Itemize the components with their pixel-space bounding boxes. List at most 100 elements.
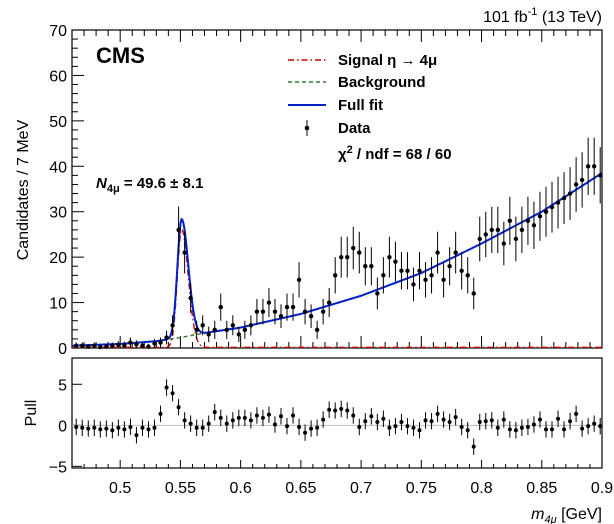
data-point [248, 323, 254, 328]
pull-plot-frame [71, 357, 603, 469]
data-point [320, 309, 326, 314]
x-tick-label: 0.65 [285, 480, 316, 497]
data-point [345, 254, 350, 260]
data-point [230, 323, 236, 328]
pull-point [291, 413, 296, 418]
data-point [351, 245, 356, 251]
data-point [326, 300, 332, 305]
pull-point [80, 425, 85, 430]
data-point [146, 344, 151, 349]
data-point [429, 273, 434, 278]
pull-y-axis-label: Pull [23, 400, 40, 427]
pull-point [459, 424, 464, 429]
data-point [92, 343, 97, 348]
pull-point [152, 425, 157, 430]
data-point [507, 218, 513, 223]
legend: Signal η → 4μ Background Full fit Data χ… [288, 52, 452, 163]
pull-point [92, 425, 97, 430]
pull-point [423, 418, 428, 423]
pull-data-points [74, 379, 603, 455]
pull-point [507, 427, 512, 432]
data-point [164, 335, 169, 340]
main-y-tick-label: 40 [49, 159, 67, 176]
pull-point [580, 426, 585, 431]
pull-point [501, 417, 506, 422]
pull-point [110, 428, 115, 433]
pull-point [525, 424, 530, 429]
pull-point [381, 416, 386, 421]
x-tick-label: 0.9 [591, 480, 613, 497]
data-point [441, 277, 446, 283]
data-point [495, 227, 501, 233]
data-point [447, 264, 452, 269]
data-point [405, 268, 410, 273]
pull-point [134, 433, 139, 438]
data-point [369, 264, 374, 269]
x-tick-label: 0.6 [230, 480, 252, 497]
x-tick-label: 0.55 [165, 480, 196, 497]
data-point [182, 250, 187, 255]
data-point [98, 344, 103, 350]
pull-point [303, 430, 308, 435]
pull-point [339, 406, 344, 411]
pull-point [387, 425, 392, 430]
main-y-tick-label: 30 [49, 205, 67, 222]
data-point [200, 323, 205, 328]
pull-point [104, 426, 109, 431]
pull-point [465, 428, 470, 433]
data-point [591, 164, 597, 169]
pull-point [562, 427, 567, 432]
pull-point [550, 427, 555, 432]
pull-point [176, 405, 181, 410]
lumi-label: 101 fb-1 (13 TeV) [483, 6, 602, 26]
pull-point [74, 424, 79, 429]
data-point [224, 327, 229, 333]
data-point [531, 223, 537, 228]
pull-point [158, 411, 163, 416]
pull-point [471, 444, 476, 449]
data-point [278, 314, 284, 319]
pull-point [333, 408, 338, 413]
pull-point [230, 418, 235, 423]
data-point [188, 295, 193, 301]
pull-point [574, 411, 579, 416]
data-point [254, 309, 260, 314]
pull-point [248, 418, 253, 423]
data-point [585, 164, 591, 169]
pull-point [405, 424, 410, 429]
pull-point [411, 425, 416, 430]
pull-point [327, 407, 332, 412]
pull-point [164, 385, 169, 390]
pull-point [321, 417, 326, 422]
pull-point [429, 419, 434, 424]
data-point [459, 268, 464, 273]
legend-background-label: Background [338, 74, 426, 91]
data-point [296, 277, 302, 283]
data-point [116, 342, 121, 348]
pull-point [592, 421, 597, 426]
pull-y-tick-label: 5 [58, 377, 67, 394]
data-point [549, 204, 555, 210]
pull-point [266, 412, 271, 417]
data-point [537, 214, 543, 219]
pull-point [543, 427, 548, 432]
data-point [375, 291, 380, 296]
x-tick-label: 0.5 [109, 480, 131, 497]
pull-point [435, 411, 440, 416]
data-point [314, 327, 320, 333]
pull-point [489, 418, 494, 423]
x-tick-label: 0.75 [406, 480, 437, 497]
pull-point [218, 415, 223, 420]
data-point [579, 177, 585, 183]
main-y-axis-label: Candidates / 7 MeV [15, 119, 32, 260]
data-point [477, 236, 482, 242]
pull-point [272, 422, 277, 427]
data-point [393, 259, 398, 264]
data-point [417, 268, 422, 273]
pull-point [170, 391, 175, 396]
pull-point [212, 410, 217, 415]
pull-point [194, 425, 199, 430]
legend-signal-label: Signal η → 4μ [338, 52, 437, 69]
pull-point [598, 424, 603, 429]
pull-point [495, 425, 500, 430]
